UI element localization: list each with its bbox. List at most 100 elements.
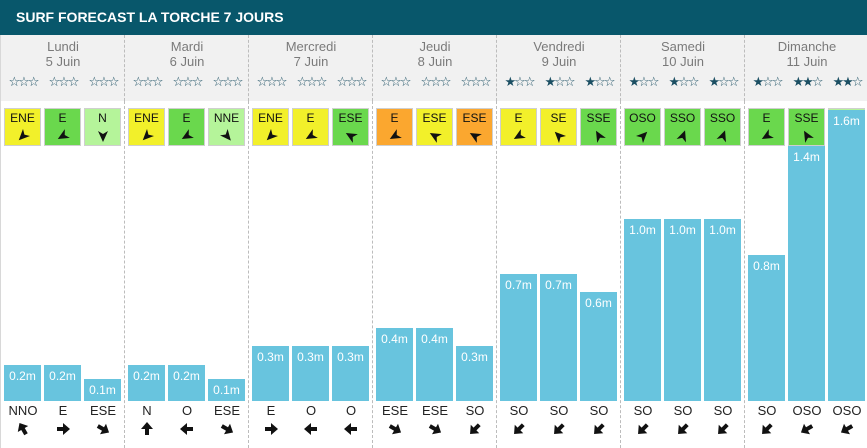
swell-direction: N <box>142 403 152 418</box>
wave-height-bar: 0.3m <box>292 346 329 401</box>
wind-arrow-icon <box>665 129 700 143</box>
swell-direction: SO <box>713 403 733 418</box>
swell-direction: O <box>305 403 317 418</box>
star-filled-icon: ★ <box>668 74 681 89</box>
wave-height-bar: 0.7m <box>500 274 537 401</box>
swell-direction: OSO <box>792 403 822 418</box>
wave-height-label: 0.3m <box>461 350 488 364</box>
wind-direction: E <box>306 111 315 125</box>
day-date: 6 Juin <box>169 54 205 69</box>
star-empty-icon: ☆ <box>460 74 473 89</box>
day-body <box>621 101 745 448</box>
swell-arrow-icon <box>43 421 83 437</box>
swell-direction: SO <box>633 403 653 418</box>
star-empty-icon: ☆ <box>107 74 120 89</box>
star-empty-icon: ☆ <box>380 74 393 89</box>
wave-height-bar: 0.2m <box>168 365 205 401</box>
wind-direction: SSE <box>586 111 611 125</box>
wind-box: SSO <box>664 108 701 146</box>
star-empty-icon: ☆ <box>58 74 70 89</box>
wind-direction: ENE <box>134 111 159 125</box>
star-filled-icon: ★ <box>792 74 805 89</box>
star-rating: ☆☆☆ <box>455 75 495 89</box>
wave-height-label: 1.0m <box>709 223 736 237</box>
forecast-grid: Lundi 5 Juin ☆☆☆ ENE 0.2m NNO ☆☆☆ E 0.2m E ☆☆☆ N 0.1… <box>0 35 867 448</box>
wave-height-label: 1.6m <box>833 114 860 128</box>
day-name: Dimanche <box>777 39 837 54</box>
wind-arrow-icon <box>789 129 824 143</box>
wave-height-bar: 0.2m <box>44 365 81 401</box>
wind-direction: SSE <box>794 111 819 125</box>
swell-direction: SO <box>549 403 569 418</box>
star-empty-icon: ☆ <box>399 74 412 89</box>
wave-height-bar: 0.2m <box>128 365 165 401</box>
wind-direction: OSO <box>629 111 656 125</box>
star-empty-icon: ☆ <box>306 74 318 89</box>
swell-arrow-icon <box>251 421 291 437</box>
wind-direction: ESE <box>462 111 487 125</box>
wind-arrow-icon <box>169 129 204 143</box>
day-date: 7 Juin <box>293 54 329 69</box>
star-empty-icon: ☆ <box>266 74 278 89</box>
wave-height-bar: 0.1m <box>208 379 245 401</box>
star-filled-icon: ★ <box>842 74 854 89</box>
wind-arrow-icon <box>45 129 80 143</box>
star-empty-icon: ☆ <box>811 74 824 89</box>
swell-arrow-icon <box>827 421 867 437</box>
star-rating: ★★☆ <box>827 75 867 89</box>
wave-height-bar: 0.3m <box>456 346 493 401</box>
wind-arrow-icon <box>253 129 288 143</box>
star-rating: ☆☆☆ <box>415 75 455 89</box>
star-rating: ☆☆☆ <box>167 75 207 89</box>
swell-arrow-icon <box>167 421 207 437</box>
day-header: Samedi 10 Juin <box>621 35 745 101</box>
day-body <box>1 101 125 448</box>
star-rating: ★☆☆ <box>579 75 619 89</box>
wind-direction: ENE <box>10 111 35 125</box>
star-empty-icon: ☆ <box>275 74 288 89</box>
wind-direction: ESE <box>338 111 363 125</box>
wind-box: SSO <box>704 108 741 146</box>
swell-direction: SO <box>465 403 485 418</box>
star-rating: ☆☆☆ <box>251 75 291 89</box>
wave-height-bar: 0.2m <box>4 365 41 401</box>
wave-height-bar: 0.4m <box>416 328 453 401</box>
swell-direction: O <box>181 403 193 418</box>
star-rating: ☆☆☆ <box>127 75 167 89</box>
wind-box: OSO <box>624 108 661 146</box>
wind-arrow-icon <box>377 129 412 143</box>
star-empty-icon: ☆ <box>851 74 864 89</box>
swell-arrow-icon <box>623 421 663 437</box>
star-empty-icon: ☆ <box>638 74 650 89</box>
wave-height-label: 0.8m <box>753 259 780 273</box>
wind-arrow-icon <box>705 129 740 143</box>
swell-direction: E <box>58 403 68 418</box>
star-empty-icon: ☆ <box>98 74 110 89</box>
wind-box: E <box>292 108 329 146</box>
wave-height-label: 0.4m <box>421 332 448 346</box>
star-empty-icon: ☆ <box>296 74 309 89</box>
wind-direction: SSO <box>709 111 736 125</box>
wind-box: N <box>84 108 121 146</box>
star-empty-icon: ☆ <box>678 74 690 89</box>
wave-height-label: 0.6m <box>585 296 612 310</box>
star-empty-icon: ☆ <box>430 74 442 89</box>
swell-arrow-icon <box>291 421 331 437</box>
star-rating: ☆☆☆ <box>43 75 83 89</box>
star-rating: ☆☆☆ <box>207 75 247 89</box>
wave-height-bar: 0.1m <box>84 379 121 401</box>
star-empty-icon: ☆ <box>27 74 40 89</box>
swell-direction: NNO <box>8 403 38 418</box>
swell-arrow-icon <box>703 421 743 437</box>
star-empty-icon: ☆ <box>470 74 482 89</box>
wave-height-bar: 0.7m <box>540 274 577 401</box>
star-empty-icon: ☆ <box>390 74 402 89</box>
star-empty-icon: ☆ <box>355 74 368 89</box>
wave-height-label: 0.7m <box>545 278 572 292</box>
day-date: 5 Juin <box>45 54 81 69</box>
day-name: Mercredi <box>285 39 337 54</box>
star-rating: ★☆☆ <box>703 75 743 89</box>
wind-box: NNE <box>208 108 245 146</box>
wave-height-label: 0.1m <box>213 383 240 397</box>
swell-direction: ESE <box>89 403 116 418</box>
